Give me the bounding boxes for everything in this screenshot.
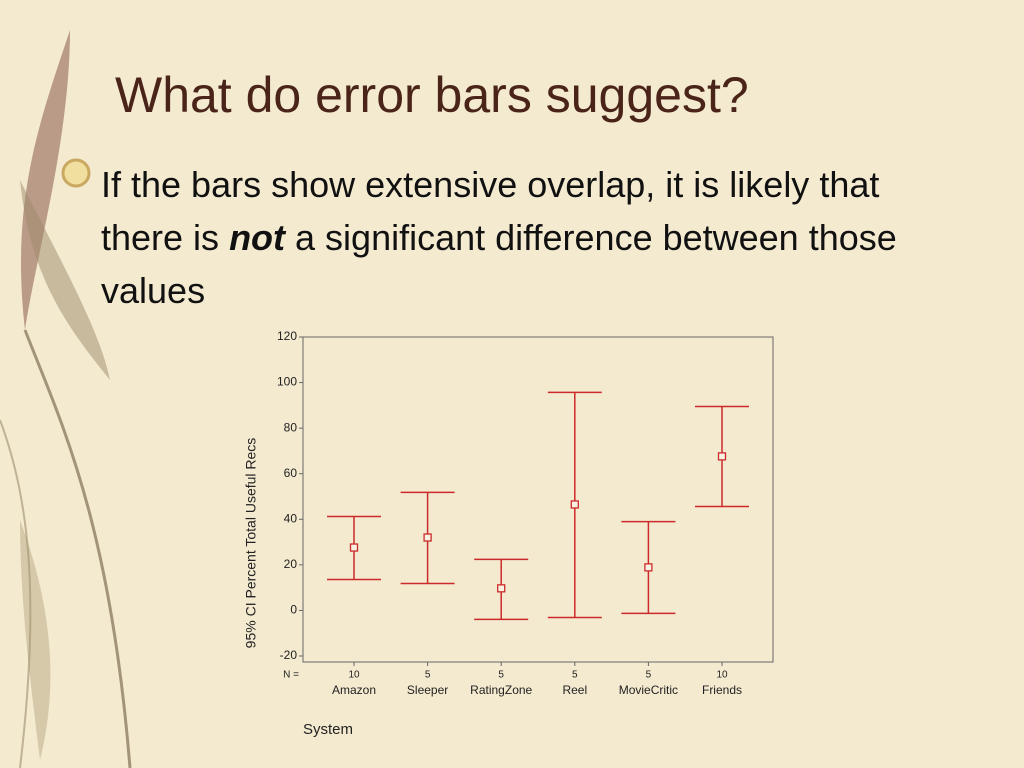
x-tick-label: Amazon (332, 683, 376, 697)
y-tick-label: 60 (284, 466, 298, 480)
y-axis-label: 95% CI Percent Total Useful Recs (243, 438, 259, 649)
mean-marker (497, 584, 506, 593)
mean-marker (349, 543, 359, 552)
n-count: 10 (716, 670, 728, 681)
n-label: N = (283, 670, 299, 681)
n-count: 5 (498, 670, 504, 681)
y-tick-label: 20 (284, 557, 298, 571)
y-tick-label: -20 (280, 648, 298, 662)
n-count: 5 (572, 670, 578, 681)
y-tick-label: 0 (290, 603, 297, 617)
x-tick-label: MovieCritic (619, 683, 678, 697)
y-tick-label: 80 (284, 420, 298, 434)
bullet-part: a significant difference between those v… (101, 217, 897, 311)
y-tick-label: 120 (277, 329, 297, 343)
n-count: 5 (646, 670, 652, 681)
plot-frame (302, 336, 774, 663)
n-count: 10 (348, 670, 360, 681)
bullet-part: If the bars show extensive overlap, it i… (101, 164, 880, 258)
bullet-text: If the bars show extensive overlap, it i… (61, 158, 901, 317)
x-axis-label: System (303, 721, 353, 738)
n-count: 5 (425, 670, 431, 681)
bullet-icon (61, 158, 91, 188)
slide-title: What do error bars suggest? (115, 67, 749, 123)
x-tick-label: RatingZone (470, 683, 532, 697)
x-tick-label: Friends (702, 683, 742, 697)
mean-marker (570, 500, 579, 509)
x-tick-label: Sleeper (407, 683, 448, 697)
y-tick-label: 40 (284, 511, 298, 525)
mean-marker (717, 452, 727, 461)
mean-marker (423, 533, 432, 542)
y-tick-label: 100 (277, 375, 297, 389)
x-tick-label: Reel (562, 683, 587, 697)
bullet-emphasis: not (229, 217, 286, 258)
mean-marker (644, 563, 653, 572)
